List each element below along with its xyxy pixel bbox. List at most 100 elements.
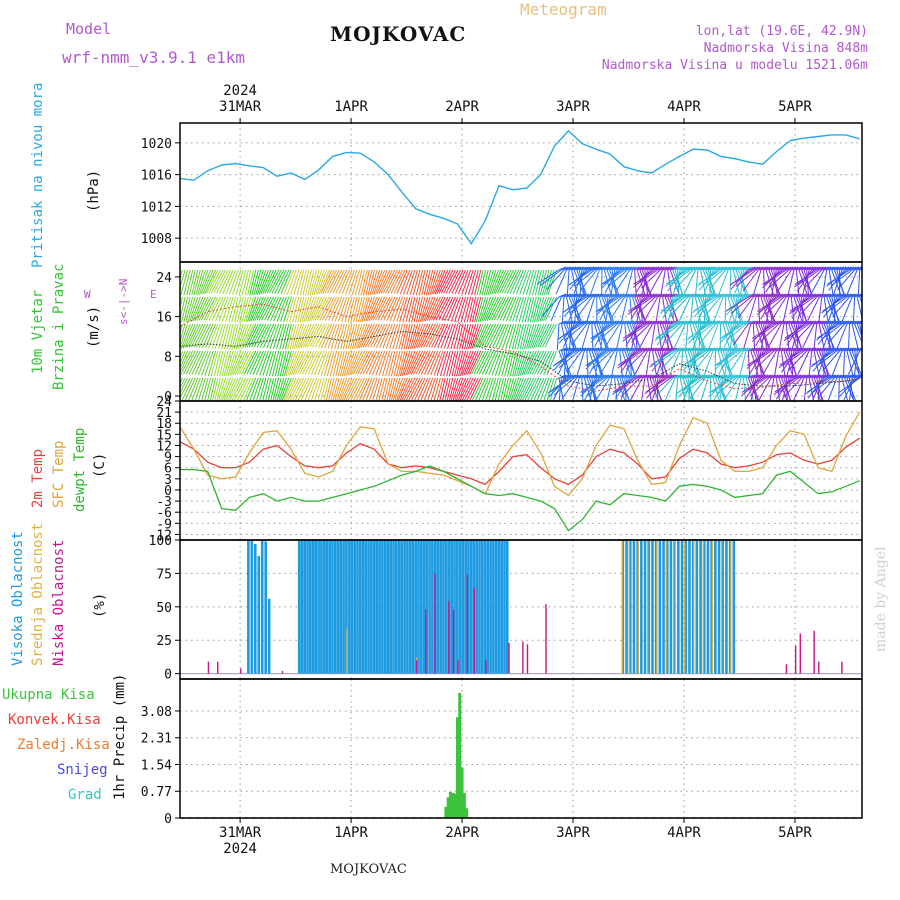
wind-barb xyxy=(664,323,673,350)
wind-barb xyxy=(663,296,686,313)
wind-barb xyxy=(307,350,320,375)
wind-barb-flag xyxy=(665,266,673,271)
wind-barb xyxy=(661,323,671,349)
high-cloud-bar xyxy=(406,540,409,674)
wind-barb-flag xyxy=(841,347,850,352)
wind-barb xyxy=(225,296,234,323)
wind-barb-flag xyxy=(611,347,620,352)
wind-barb xyxy=(332,350,340,377)
wind-barb xyxy=(827,323,845,345)
wind-barb-flag xyxy=(803,320,812,325)
wind-barb xyxy=(284,323,292,350)
wind-barb-flag xyxy=(768,266,776,271)
wind-barb xyxy=(267,377,275,401)
wind-barb xyxy=(689,377,707,400)
wind-barb xyxy=(692,350,700,377)
wind-barb xyxy=(226,323,234,350)
wind-barb xyxy=(266,323,277,349)
wind-barb xyxy=(332,269,345,294)
wind-barb xyxy=(525,269,535,296)
wind-barb xyxy=(325,296,338,321)
wind-barb xyxy=(349,323,358,350)
wind-barb xyxy=(282,323,290,350)
wind-barb-flag xyxy=(814,266,822,271)
wind-barb xyxy=(368,350,381,376)
wind-barb-flag xyxy=(834,347,842,352)
wind-barb-flag xyxy=(589,293,597,298)
wind-barb xyxy=(438,296,451,321)
wind-barb xyxy=(370,296,383,321)
wind-barb xyxy=(430,350,441,376)
wind-barb xyxy=(180,350,183,359)
wind-barb xyxy=(512,269,524,295)
y-tick-label: 0 xyxy=(164,812,172,827)
wind-barb xyxy=(427,269,436,296)
wind-barb xyxy=(320,323,333,349)
high-cloud-bar xyxy=(375,540,379,674)
high-cloud-bar xyxy=(710,540,713,674)
wind-barb xyxy=(459,350,469,376)
wind-barb xyxy=(680,350,684,377)
wind-barb-flag xyxy=(826,266,834,271)
wind-barb-flag xyxy=(763,293,771,298)
wind-barb xyxy=(566,269,570,296)
high-cloud-bar xyxy=(328,540,332,674)
wind-barb xyxy=(322,296,335,321)
wind-barb xyxy=(341,269,353,295)
wind-barb-flag xyxy=(720,266,728,271)
wind-barb xyxy=(200,269,211,295)
wind-barb xyxy=(251,323,264,348)
wind-barb xyxy=(265,350,275,377)
wind-barb xyxy=(602,269,626,285)
wind-barb-flag xyxy=(609,374,617,379)
wind-barb xyxy=(773,350,780,377)
wind-barb xyxy=(408,350,421,375)
wind-barb-flag xyxy=(606,320,615,325)
wind-barb xyxy=(420,323,434,348)
model-name: wrf-nmm_v3.9.1 e1km xyxy=(62,48,246,67)
wind-barb xyxy=(524,323,532,350)
wind-barb xyxy=(413,377,426,401)
temp-label-2m: 2m Temp xyxy=(30,449,46,508)
wind-barb xyxy=(848,377,853,401)
wind-barb xyxy=(311,269,320,296)
wind-barb xyxy=(436,350,446,376)
wind-barb xyxy=(390,377,398,401)
y-tick-label: 21 xyxy=(156,406,172,421)
wind-barb xyxy=(332,377,340,401)
wind-barb xyxy=(248,296,259,322)
wind-barb xyxy=(781,377,790,401)
high-cloud-bar xyxy=(386,540,390,674)
wind-barb xyxy=(236,296,244,323)
high-cloud-bar xyxy=(494,540,498,674)
wind-barb xyxy=(324,269,338,294)
wind-barb-flag xyxy=(649,374,658,379)
model-label: Model xyxy=(66,20,112,38)
wind-barb-flag xyxy=(685,266,693,271)
wind-barb xyxy=(365,377,375,401)
wind-barb xyxy=(546,269,565,290)
precip-unit: 1hr Precip (mm) xyxy=(112,674,128,800)
wind-barb-flag xyxy=(740,374,749,379)
wind-barb xyxy=(621,377,630,401)
wind-barb xyxy=(279,323,287,350)
wind-barb xyxy=(553,377,575,396)
wind-barb xyxy=(513,377,524,401)
wind-barb xyxy=(249,377,259,401)
wind-barb-flag xyxy=(715,293,723,298)
wind-barb-flag xyxy=(644,293,652,298)
wind-barb-flag xyxy=(647,293,655,298)
wind-barb-flag xyxy=(614,293,622,298)
wind-barb xyxy=(826,323,834,350)
wind-barb xyxy=(314,377,323,401)
wind-barb xyxy=(320,377,328,401)
y-tick-label: 8 xyxy=(164,350,172,365)
wind-barb-flag xyxy=(573,374,582,379)
wind-barb xyxy=(337,323,345,350)
wind-barb xyxy=(303,296,312,323)
wind-barb xyxy=(323,377,330,401)
wind-barb-flag xyxy=(841,320,850,325)
wind-barb-flag xyxy=(708,347,716,352)
wind-barb xyxy=(626,350,646,370)
wind-barb-flag xyxy=(791,347,799,352)
